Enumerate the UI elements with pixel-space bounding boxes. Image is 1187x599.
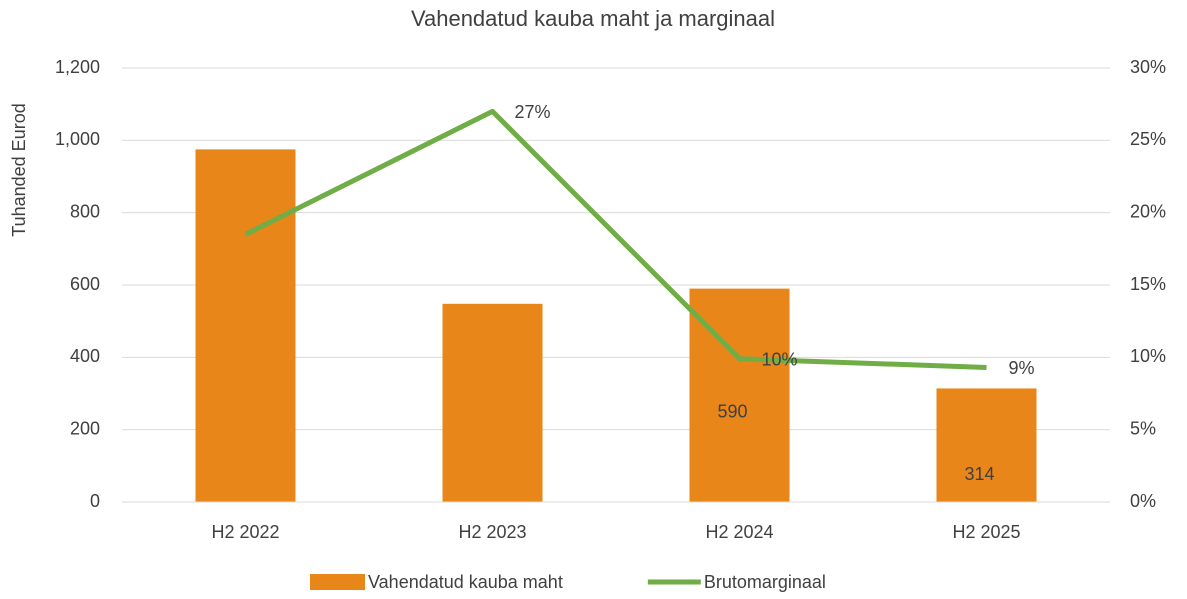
line-value-label: 27% bbox=[515, 102, 551, 122]
legend-label: Brutomarginaal bbox=[704, 572, 826, 592]
legend-swatch bbox=[310, 574, 365, 590]
x-tick-label: H2 2025 bbox=[952, 522, 1020, 542]
y-tick-label: 800 bbox=[70, 201, 100, 221]
y2-tick-label: 15% bbox=[1130, 274, 1166, 294]
bar bbox=[195, 149, 296, 502]
bar-value-label: 314 bbox=[964, 464, 994, 484]
y-tick-label: 400 bbox=[70, 346, 100, 366]
line bbox=[244, 108, 987, 370]
chart-title: Vahendatud kauba maht ja marginaal bbox=[411, 6, 775, 31]
y-tick-label: 200 bbox=[70, 418, 100, 438]
y-tick-label: 600 bbox=[70, 274, 100, 294]
bar bbox=[936, 388, 1037, 502]
y2-tick-label: 10% bbox=[1130, 346, 1166, 366]
x-tick-label: H2 2022 bbox=[211, 522, 279, 542]
y-tick-label: 1,000 bbox=[55, 129, 100, 149]
y2-tick-label: 25% bbox=[1130, 129, 1166, 149]
x-tick-label: H2 2023 bbox=[458, 522, 526, 542]
y-axis-title: Tuhanded Eurod bbox=[9, 103, 29, 236]
y2-tick-label: 20% bbox=[1130, 201, 1166, 221]
y2-tick-label: 30% bbox=[1130, 57, 1166, 77]
line-value-label: 9% bbox=[1009, 358, 1035, 378]
y-tick-label: 0 bbox=[90, 491, 100, 511]
x-tick-label: H2 2024 bbox=[705, 522, 773, 542]
y2-tick-label: 0% bbox=[1130, 491, 1156, 511]
y-tick-label: 1,200 bbox=[55, 57, 100, 77]
bar bbox=[442, 303, 543, 502]
y2-tick-label: 5% bbox=[1130, 418, 1156, 438]
legend-label: Vahendatud kauba maht bbox=[368, 572, 563, 592]
line-value-label: 10% bbox=[762, 350, 798, 370]
bar-value-label: 590 bbox=[717, 401, 747, 421]
